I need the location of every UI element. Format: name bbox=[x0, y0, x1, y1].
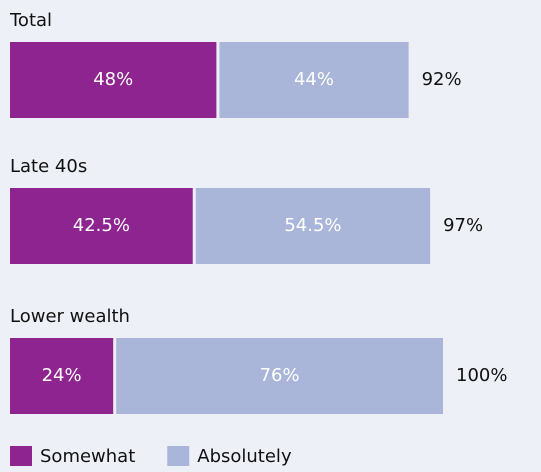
bar-value-label: 76% bbox=[260, 365, 300, 386]
bar-segment bbox=[116, 338, 443, 414]
category-label: Late 40s bbox=[10, 156, 87, 177]
total-label: 97% bbox=[443, 215, 483, 236]
bar-value-label: 42.5% bbox=[73, 215, 130, 236]
bar-segment bbox=[10, 42, 217, 118]
legend-swatch bbox=[167, 446, 190, 466]
legend-swatch bbox=[10, 446, 32, 466]
legend-label: Absolutely bbox=[197, 446, 292, 467]
bar-value-label: 44% bbox=[294, 69, 334, 90]
bar-segment bbox=[10, 338, 114, 414]
bar-value-label: 48% bbox=[93, 69, 133, 90]
bar-segment bbox=[10, 188, 193, 264]
category-label: Lower wealth bbox=[10, 306, 130, 327]
legend-label: Somewhat bbox=[40, 446, 135, 467]
total-label: 92% bbox=[422, 69, 462, 90]
bar-value-label: 54.5% bbox=[284, 215, 341, 236]
category-label: Total bbox=[9, 10, 52, 31]
total-label: 100% bbox=[456, 365, 507, 386]
bar-segment bbox=[195, 188, 431, 264]
bar-segment bbox=[219, 42, 409, 118]
bar-value-label: 24% bbox=[42, 365, 82, 386]
